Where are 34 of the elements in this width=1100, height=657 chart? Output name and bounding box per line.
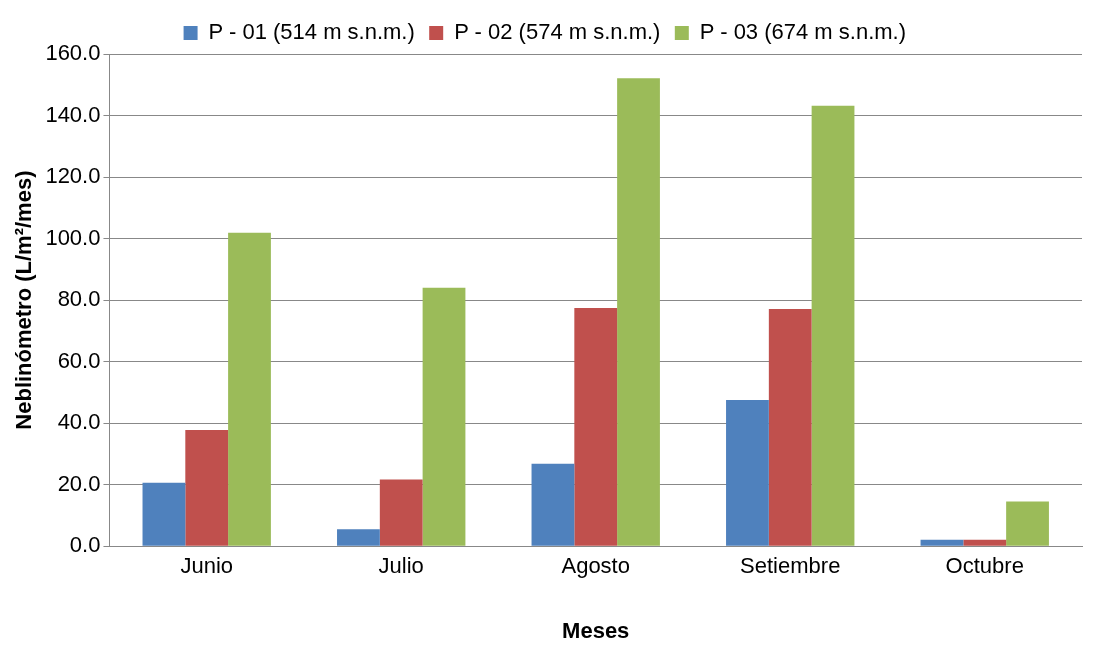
legend-label: P - 03 (674 m s.n.m.) <box>699 19 907 45</box>
y-tick-label: 140.0 <box>45 101 101 127</box>
y-tick-label: 0.0 <box>69 532 101 558</box>
bar <box>811 105 855 546</box>
x-tick-label: Junio <box>180 553 234 579</box>
bar <box>379 479 423 546</box>
bar <box>574 308 618 546</box>
bar <box>768 309 812 546</box>
bar <box>422 287 466 546</box>
legend-label: P - 02 (574 m s.n.m.) <box>454 19 661 45</box>
y-tick-label: 60.0 <box>57 347 101 373</box>
legend-label: P - 01 (514 m s.n.m.) <box>208 19 415 45</box>
y-tick-label: 120.0 <box>45 163 101 189</box>
x-tick-label: Octubre <box>945 553 1024 579</box>
bar <box>617 78 660 546</box>
x-tick-label: Setiembre <box>740 553 841 579</box>
y-tick-label: 100.0 <box>45 224 101 250</box>
bar <box>726 400 769 546</box>
bar <box>228 232 271 546</box>
y-tick-label: 80.0 <box>57 286 101 312</box>
y-tick-label: 160.0 <box>45 40 101 66</box>
y-tick-label: 20.0 <box>57 470 101 496</box>
bar <box>142 482 186 546</box>
bar <box>1006 501 1049 546</box>
bar <box>531 463 575 546</box>
x-tick-label: Julio <box>378 553 424 579</box>
bar <box>185 429 229 546</box>
bar <box>337 529 380 546</box>
x-tick-label: Agosto <box>561 553 630 579</box>
x-axis-title: Meses <box>562 617 630 643</box>
bar <box>920 539 964 546</box>
y-axis-title: Neblinómetro (L/m²/mes) <box>11 170 37 430</box>
y-tick-label: 40.0 <box>57 409 101 435</box>
bar <box>963 539 1007 546</box>
